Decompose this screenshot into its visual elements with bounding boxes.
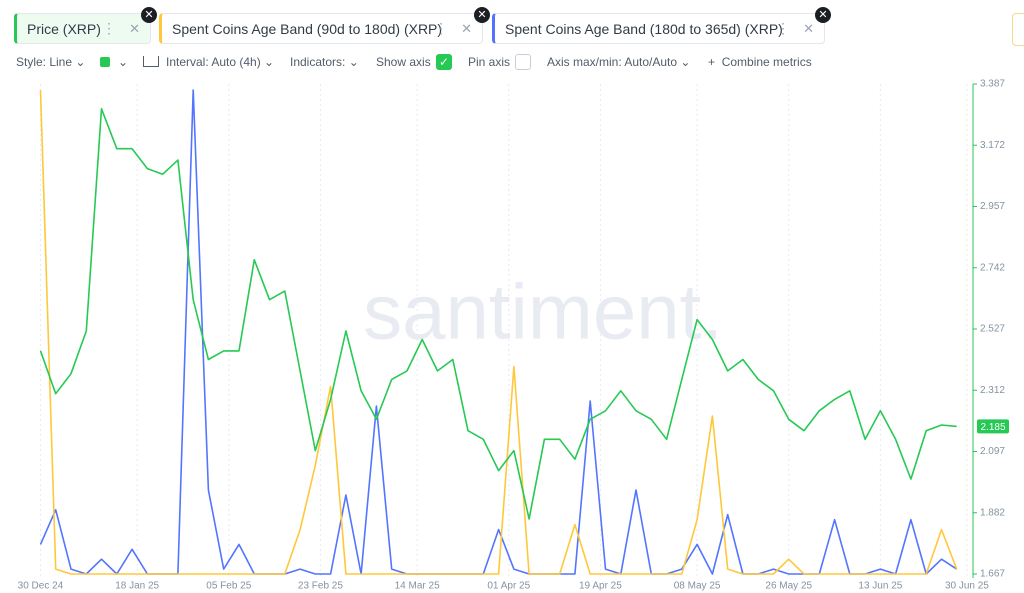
toolbar-label: Style: Line: [16, 55, 73, 69]
pin-axis-label: Pin axis: [468, 55, 511, 69]
y-tick-label: 2.957: [980, 201, 1005, 212]
x-tick-label: 13 Jun 25: [858, 581, 902, 592]
series-line: [39, 108, 957, 520]
color-select[interactable]: [100, 57, 110, 67]
tab-menu[interactable]: ⋮: [102, 20, 116, 36]
close-button[interactable]: ✕: [474, 7, 490, 23]
toolbar-label: Axis max/min: Auto/Auto: [547, 55, 678, 69]
interval-select[interactable]: Interval: Auto (4h) ⌄: [166, 55, 275, 69]
extra-tab[interactable]: [1012, 13, 1024, 46]
style-select[interactable]: Style: Line ⌄: [16, 55, 86, 69]
toolbar-label: Indicators:: [290, 55, 346, 69]
x-tick-label: 23 Feb 25: [298, 581, 343, 592]
series-line: [39, 89, 958, 575]
x-tick-label: 05 Feb 25: [206, 581, 251, 592]
toolbar-label: Combine metrics: [721, 55, 812, 69]
tab-menu[interactable]: ⋮: [434, 20, 448, 36]
pin-axis-checkbox[interactable]: [515, 54, 531, 70]
interval-icon: [143, 56, 159, 67]
y-tick-label: 2.527: [980, 324, 1005, 335]
tab-remove[interactable]: ✕: [803, 20, 814, 36]
tab-label: Spent Coins Age Band (180d to 365d) (XRP…: [505, 20, 783, 37]
y-tick-label: 3.387: [980, 79, 1005, 90]
metric-tab[interactable]: Price (XRP) ⋮ ✕: [14, 13, 151, 44]
tab-remove[interactable]: ✕: [129, 20, 140, 36]
x-tick-label: 19 Apr 25: [579, 581, 622, 592]
x-tick-label: 01 Apr 25: [487, 581, 530, 592]
current-value-box: [977, 419, 1009, 434]
combine-button[interactable]: + Combine metrics: [708, 55, 812, 69]
show-axis-checkbox[interactable]: ✓: [436, 54, 452, 70]
indicators-select[interactable]: Indicators: ⌄: [290, 55, 359, 69]
close-button[interactable]: ✕: [141, 7, 157, 23]
x-tick-label: 26 May 25: [765, 581, 812, 592]
y-tick-label: 2.742: [980, 262, 1005, 273]
y-tick-label: 2.312: [980, 385, 1005, 396]
tab-remove[interactable]: ✕: [461, 20, 472, 36]
x-tick-label: 08 May 25: [674, 581, 721, 592]
current-value-label: 2.185: [980, 422, 1005, 433]
y-tick-label: 3.172: [980, 140, 1005, 151]
show-axis-label: Show axis: [376, 55, 431, 69]
metric-tab[interactable]: Spent Coins Age Band (90d to 180d) (XRP)…: [159, 13, 483, 44]
x-tick-label: 30 Dec 24: [18, 581, 64, 592]
tab-label: Price (XRP): [27, 20, 101, 37]
x-tick-label: 30 Jun 25: [945, 581, 989, 592]
tab-label: Spent Coins Age Band (90d to 180d) (XRP): [172, 20, 443, 37]
color-caret: ⌄: [118, 55, 129, 69]
metric-tab[interactable]: Spent Coins Age Band (180d to 365d) (XRP…: [492, 13, 825, 44]
axis-range-select[interactable]: Axis max/min: Auto/Auto ⌄: [547, 55, 691, 69]
x-tick-label: 18 Jan 25: [115, 581, 159, 592]
toolbar-label: Interval: Auto (4h): [166, 55, 261, 69]
close-button[interactable]: ✕: [815, 7, 831, 23]
y-tick-label: 1.667: [980, 569, 1005, 580]
y-tick-label: 2.097: [980, 446, 1005, 457]
x-tick-label: 14 Mar 25: [395, 581, 440, 592]
tab-menu[interactable]: ⋮: [776, 20, 790, 36]
y-tick-label: 1.882: [980, 507, 1005, 518]
